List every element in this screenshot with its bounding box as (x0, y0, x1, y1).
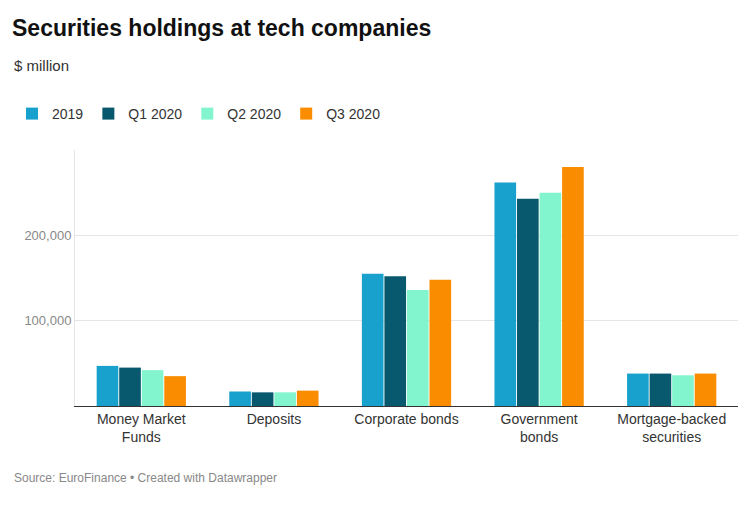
svg-text:100,000: 100,000 (24, 313, 71, 328)
svg-text:Deposits: Deposits (247, 411, 301, 427)
svg-text:Governmentbonds: Governmentbonds (501, 411, 578, 445)
svg-text:200,000: 200,000 (24, 228, 71, 243)
svg-text:Q2 2020: Q2 2020 (227, 106, 281, 122)
svg-text:Securities holdings at tech co: Securities holdings at tech companies (12, 15, 431, 41)
svg-text:Source: EuroFinance • Created: Source: EuroFinance • Created with Dataw… (14, 471, 277, 485)
svg-text:Mortgage-backedsecurities: Mortgage-backedsecurities (617, 411, 726, 445)
svg-text:Q1 2020: Q1 2020 (128, 106, 182, 122)
svg-text:Q3 2020: Q3 2020 (326, 106, 380, 122)
svg-text:2019: 2019 (52, 106, 83, 122)
svg-text:$ million: $ million (14, 57, 69, 74)
svg-text:Money MarketFunds: Money MarketFunds (97, 411, 186, 445)
svg-text:Corporate bonds: Corporate bonds (354, 411, 458, 427)
